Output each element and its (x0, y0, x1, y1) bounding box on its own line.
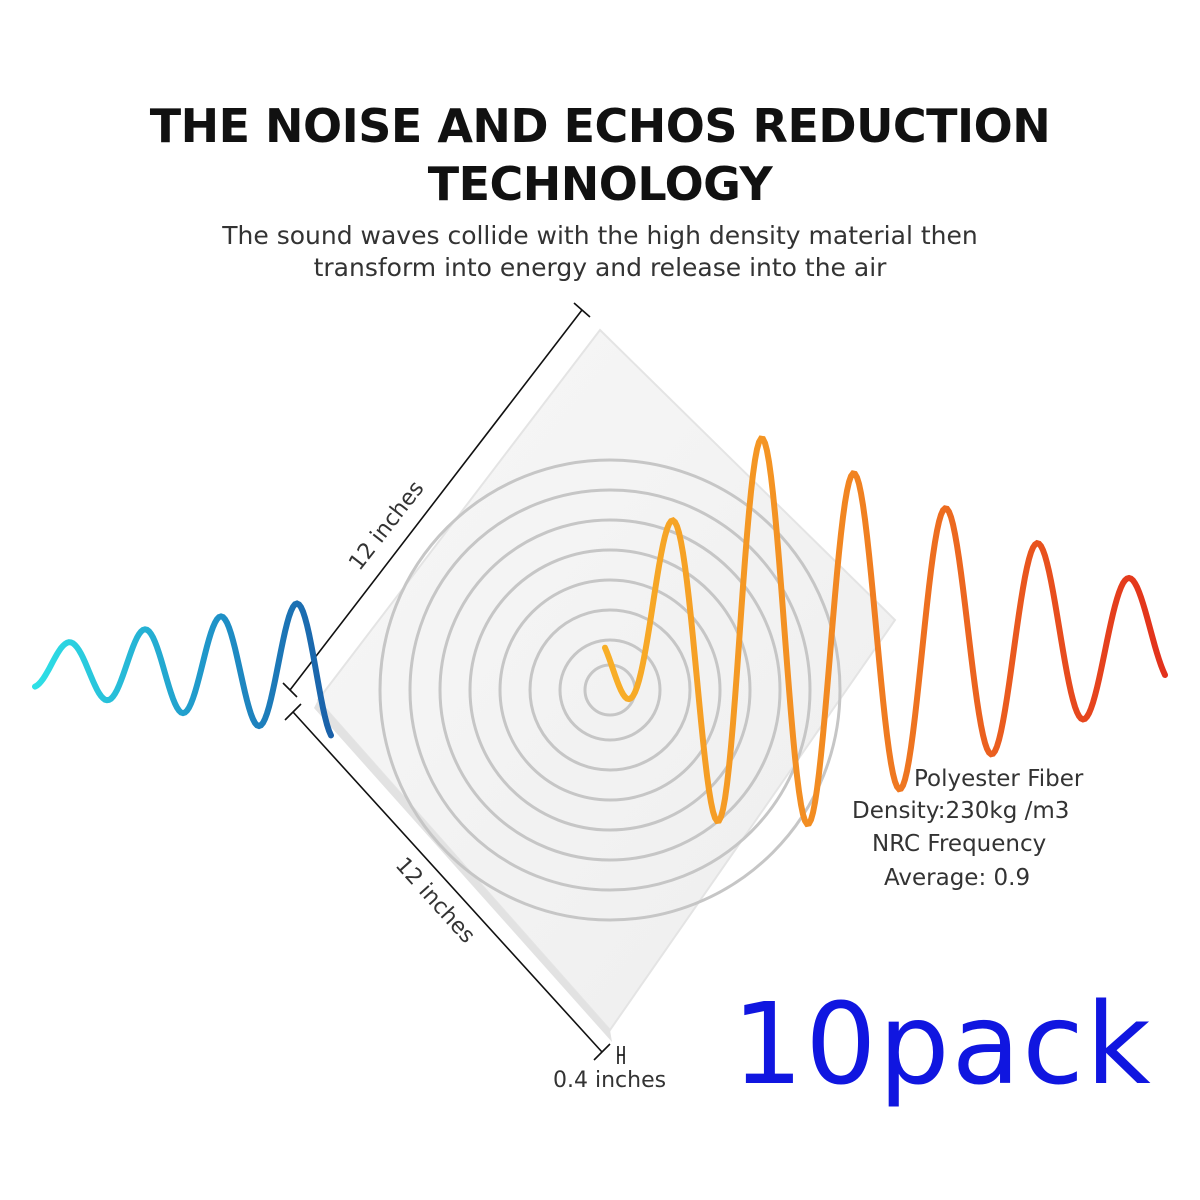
absorption-ring (558, 638, 662, 742)
spec-nrc-label: NRC Frequency (872, 831, 1047, 857)
absorption-ring (468, 548, 752, 832)
spec-material: Polyester Fiber (914, 766, 1084, 792)
spec-nrc-value: Average: 0.9 (884, 865, 1031, 891)
headline-line-2: TECHNOLOGY (427, 157, 773, 211)
dimension-line-bottom (284, 703, 625, 1064)
panel-edge (314, 700, 612, 1042)
headline-line-1: THE NOISE AND ECHOS REDUCTION (149, 99, 1051, 153)
subheadline-line-2: transform into energy and release into t… (313, 253, 887, 282)
dimension-line-top (282, 302, 591, 698)
absorption-ring (498, 578, 722, 802)
outgoing-sound-wave (602, 435, 1168, 828)
pack-count-label: 10pack (732, 980, 1153, 1110)
sound-absorption-rings (378, 458, 842, 922)
spec-density: Density:230kg /m3 (852, 798, 1070, 824)
absorption-ring (378, 458, 842, 922)
subheadline-line-1: The sound waves collide with the high de… (222, 221, 978, 250)
incoming-sound-wave (32, 600, 334, 739)
absorption-ring (438, 518, 782, 862)
absorption-ring (528, 608, 692, 772)
absorption-ring (408, 488, 812, 892)
dimension-label-thickness: 0.4 inches (553, 1068, 667, 1093)
